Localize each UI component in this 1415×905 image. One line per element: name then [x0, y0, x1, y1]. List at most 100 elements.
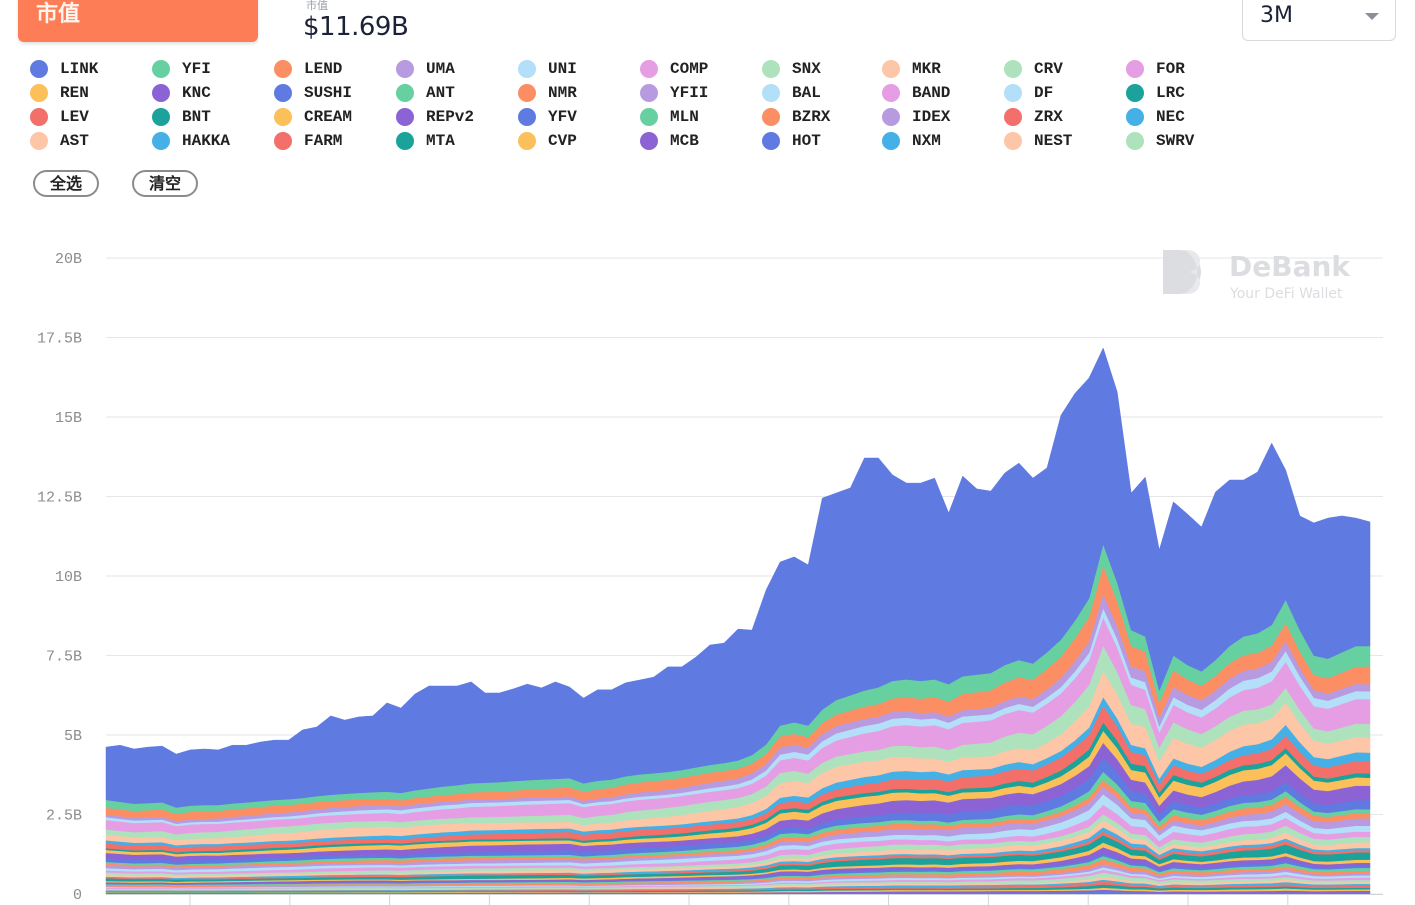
legend-item-ast[interactable]: AST: [30, 130, 89, 152]
select-all-button[interactable]: 全选: [33, 170, 99, 197]
legend-label: IDEX: [912, 108, 951, 126]
legend-label: UMA: [426, 60, 455, 78]
legend-label: REPv2: [426, 108, 475, 126]
legend-label: LRC: [1156, 84, 1185, 102]
legend-item-ant[interactable]: ANT: [396, 82, 455, 104]
legend-item-farm[interactable]: FARM: [274, 130, 342, 152]
y-axis: 0 2.5B 5B 7.5B 10B 12.5B 15B 17.5B 20B: [37, 251, 82, 904]
legend-item-yfv[interactable]: YFV: [518, 106, 577, 128]
y-tick-label: 12.5B: [37, 490, 82, 507]
legend-label: YFI: [182, 60, 211, 78]
legend-item-nest[interactable]: NEST: [1004, 130, 1072, 152]
legend-item-mta[interactable]: MTA: [396, 130, 455, 152]
tab-market-value-label: 市值: [36, 2, 81, 27]
legend-dot-icon: [396, 84, 414, 102]
area-series-link[interactable]: [105, 347, 1371, 808]
legend-label: MTA: [426, 132, 455, 150]
legend-item-link[interactable]: LINK: [30, 58, 98, 80]
legend-label: COMP: [670, 60, 709, 78]
legend-dot-icon: [274, 108, 292, 126]
legend-item-uma[interactable]: UMA: [396, 58, 455, 80]
legend-item-nmr[interactable]: NMR: [518, 82, 577, 104]
clear-button[interactable]: 清空: [132, 170, 198, 197]
legend-item-ren[interactable]: REN: [30, 82, 89, 104]
legend-dot-icon: [30, 60, 48, 78]
legend-dot-icon: [30, 108, 48, 126]
legend-dot-icon: [762, 108, 780, 126]
market-value: $11.69B: [303, 12, 409, 42]
select-all-label: 全选: [49, 173, 82, 193]
legend-dot-icon: [396, 108, 414, 126]
time-range-select[interactable]: 3M: [1242, 0, 1396, 41]
legend-dot-icon: [518, 132, 536, 150]
legend-item-bnt[interactable]: BNT: [152, 106, 211, 128]
chevron-down-icon: [1365, 13, 1379, 20]
legend-dot-icon: [882, 132, 900, 150]
legend-item-hot[interactable]: HOT: [762, 130, 821, 152]
legend-item-cream[interactable]: CREAM: [274, 106, 352, 128]
legend-label: BZRX: [792, 108, 831, 126]
legend-dot-icon: [640, 132, 658, 150]
legend-item-nec[interactable]: NEC: [1126, 106, 1185, 128]
legend-dot-icon: [1004, 84, 1022, 102]
time-range-value: 3M: [1260, 3, 1293, 28]
legend-item-mcb[interactable]: MCB: [640, 130, 699, 152]
legend-item-bzrx[interactable]: BZRX: [762, 106, 830, 128]
legend-item-lend[interactable]: LEND: [274, 58, 342, 80]
legend-item-uni[interactable]: UNI: [518, 58, 577, 80]
legend-item-mln[interactable]: MLN: [640, 106, 699, 128]
legend-label: NMR: [548, 84, 577, 102]
y-tick-label: 5B: [64, 728, 82, 745]
legend-label: LEND: [304, 60, 343, 78]
legend-label: BAL: [792, 84, 821, 102]
legend-item-mkr[interactable]: MKR: [882, 58, 941, 80]
legend-item-crv[interactable]: CRV: [1004, 58, 1063, 80]
y-tick-label: 20B: [55, 251, 82, 268]
legend-item-for[interactable]: FOR: [1126, 58, 1185, 80]
legend-item-lrc[interactable]: LRC: [1126, 82, 1185, 104]
legend-item-cvp[interactable]: CVP: [518, 130, 577, 152]
market-value-caption: 市值: [306, 0, 328, 12]
debank-watermark: DeBank Your DeFi Wallet: [1163, 250, 1351, 302]
legend-label: MLN: [670, 108, 699, 126]
watermark-title: DeBank: [1229, 250, 1351, 283]
y-tick-label: 10B: [55, 569, 82, 586]
legend-item-swrv[interactable]: SWRV: [1126, 130, 1194, 152]
legend-item-zrx[interactable]: ZRX: [1004, 106, 1063, 128]
legend-dot-icon: [640, 108, 658, 126]
legend-item-band[interactable]: BAND: [882, 82, 950, 104]
legend-item-nxm[interactable]: NXM: [882, 130, 941, 152]
legend-dot-icon: [274, 84, 292, 102]
legend-label: NEC: [1156, 108, 1185, 126]
legend-dot-icon: [152, 132, 170, 150]
legend-dot-icon: [152, 108, 170, 126]
tab-market-value[interactable]: 市值: [18, 0, 258, 42]
legend-item-snx[interactable]: SNX: [762, 58, 821, 80]
legend-label: REN: [60, 84, 89, 102]
legend-item-idex[interactable]: IDEX: [882, 106, 950, 128]
legend-item-yfi[interactable]: YFI: [152, 58, 211, 80]
legend-label: BAND: [912, 84, 951, 102]
legend-dot-icon: [396, 132, 414, 150]
legend-item-repv2[interactable]: REPv2: [396, 106, 474, 128]
legend-item-yfii[interactable]: YFII: [640, 82, 708, 104]
legend-item-hakka[interactable]: HAKKA: [152, 130, 230, 152]
legend-dot-icon: [152, 84, 170, 102]
legend-label: MKR: [912, 60, 941, 78]
legend-item-comp[interactable]: COMP: [640, 58, 708, 80]
legend-item-lev[interactable]: LEV: [30, 106, 89, 128]
legend-item-sushi[interactable]: SUSHI: [274, 82, 352, 104]
legend-label: ZRX: [1034, 108, 1063, 126]
legend-label: SWRV: [1156, 132, 1195, 150]
legend-dot-icon: [1126, 84, 1144, 102]
legend-dot-icon: [640, 60, 658, 78]
legend-dot-icon: [274, 60, 292, 78]
legend-dot-icon: [640, 84, 658, 102]
y-tick-label: 15B: [55, 410, 82, 427]
legend-item-knc[interactable]: KNC: [152, 82, 211, 104]
legend-item-df[interactable]: DF: [1004, 82, 1053, 104]
legend-dot-icon: [274, 132, 292, 150]
legend-label: SUSHI: [304, 84, 353, 102]
legend-label: MCB: [670, 132, 699, 150]
legend-item-bal[interactable]: BAL: [762, 82, 821, 104]
